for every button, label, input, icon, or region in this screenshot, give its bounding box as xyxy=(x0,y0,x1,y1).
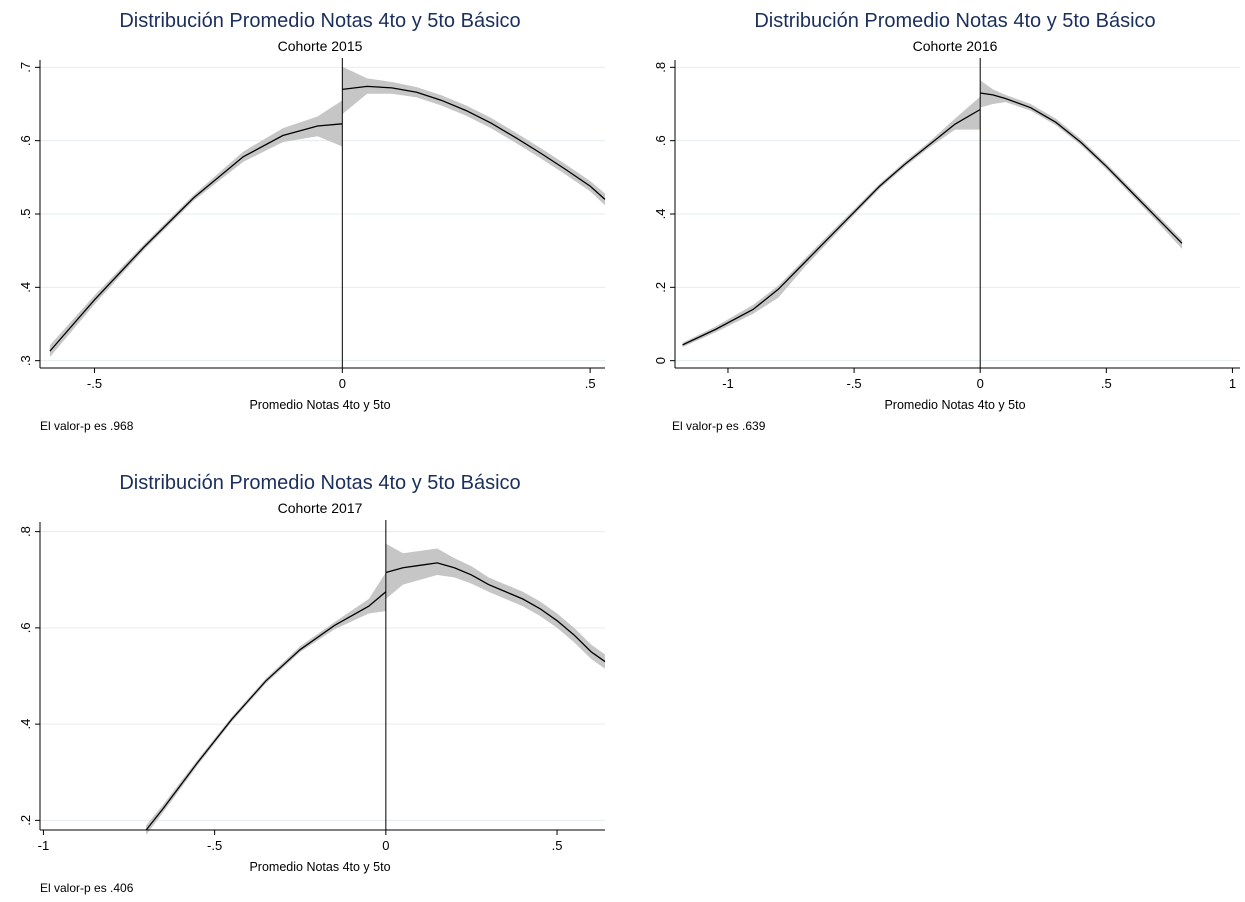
confidence-band xyxy=(146,572,386,835)
confidence-band xyxy=(682,96,981,348)
x-tick-label: 1 xyxy=(1229,376,1236,391)
fit-line xyxy=(385,562,606,663)
p-value-note: El valor-p es .406 xyxy=(40,881,134,895)
x-axis-label: Promedio Notas 4to y 5to xyxy=(249,860,390,874)
y-tick-label: .2 xyxy=(653,282,668,293)
chart-subtitle: Cohorte 2017 xyxy=(278,500,363,516)
y-tick-label: 0 xyxy=(653,357,668,364)
chart-title: Distribución Promedio Notas 4to y 5to Bá… xyxy=(119,472,520,494)
fit-lines xyxy=(49,85,606,352)
y-tick-label: .4 xyxy=(653,209,668,220)
y-ticks: .3 .4 .5 .6 .7 xyxy=(18,62,40,366)
fit-line xyxy=(342,85,606,200)
fit-lines xyxy=(682,92,1183,346)
x-tick-label: .5 xyxy=(552,838,563,853)
confidence-band xyxy=(980,80,1182,249)
x-tick-label: -1 xyxy=(38,838,50,853)
y-tick-label: .6 xyxy=(653,135,668,146)
chart-panel-2016: Distribución Promedio Notas 4to y 5to Bá… xyxy=(635,0,1245,440)
x-tick-label: 0 xyxy=(382,838,389,853)
gridlines xyxy=(40,531,605,821)
y-ticks: 0 .2 .4 .6 .8 xyxy=(653,62,675,364)
p-value-note: El valor-p es .639 xyxy=(672,419,766,433)
chart-panel-2017: Distribución Promedio Notas 4to y 5to Bá… xyxy=(0,462,620,902)
confidence-band xyxy=(342,66,605,206)
x-tick-label: 0 xyxy=(977,376,984,391)
y-tick-label: .4 xyxy=(18,282,33,293)
x-axis-label: Promedio Notas 4to y 5to xyxy=(249,398,390,412)
fit-line xyxy=(980,92,1183,244)
chart-subtitle: Cohorte 2015 xyxy=(278,38,363,54)
y-tick-label: .8 xyxy=(653,62,668,73)
y-tick-label: .3 xyxy=(18,355,33,366)
gridlines xyxy=(40,66,605,362)
chart-title: Distribución Promedio Notas 4to y 5to Bá… xyxy=(754,10,1155,32)
y-tick-label: .4 xyxy=(18,719,33,730)
confidence-band xyxy=(385,543,605,669)
p-value-note: El valor-p es .968 xyxy=(40,419,134,433)
chart-svg-2016: Distribución Promedio Notas 4to y 5to Bá… xyxy=(653,10,1240,433)
y-tick-label: .6 xyxy=(18,622,33,633)
x-ticks: -.5 0 .5 xyxy=(87,368,596,391)
fit-line xyxy=(145,591,387,831)
x-ticks: -1 -.5 0 .5 1 xyxy=(722,368,1236,391)
gridlines xyxy=(675,66,1240,362)
x-tick-label: .5 xyxy=(1101,376,1112,391)
x-tick-label: -.5 xyxy=(207,838,222,853)
confidence-bands xyxy=(49,66,605,357)
fit-line xyxy=(682,108,981,346)
y-tick-label: .8 xyxy=(18,526,33,537)
x-axis-label: Promedio Notas 4to y 5to xyxy=(884,398,1025,412)
chart-svg-2017: Distribución Promedio Notas 4to y 5to Bá… xyxy=(18,472,606,895)
y-ticks: .2 .4 .6 .8 xyxy=(18,526,40,826)
x-tick-label: .5 xyxy=(585,376,596,391)
y-tick-label: .5 xyxy=(18,209,33,220)
fit-line xyxy=(49,123,343,352)
fit-lines xyxy=(145,562,606,831)
confidence-band xyxy=(49,100,343,357)
chart-panel-2015: Distribución Promedio Notas 4to y 5to Bá… xyxy=(0,0,620,440)
y-tick-label: .7 xyxy=(18,62,33,73)
confidence-bands xyxy=(146,543,605,835)
y-tick-label: .2 xyxy=(18,815,33,826)
x-tick-label: -1 xyxy=(722,376,734,391)
x-tick-label: -.5 xyxy=(87,376,102,391)
chart-subtitle: Cohorte 2016 xyxy=(913,38,998,54)
x-ticks: -1 -.5 0 .5 xyxy=(38,830,563,853)
chart-title: Distribución Promedio Notas 4to y 5to Bá… xyxy=(119,10,520,32)
chart-svg-2015: Distribución Promedio Notas 4to y 5to Bá… xyxy=(18,10,606,433)
y-tick-label: .6 xyxy=(18,135,33,146)
x-tick-label: 0 xyxy=(339,376,346,391)
x-tick-label: -.5 xyxy=(846,376,861,391)
